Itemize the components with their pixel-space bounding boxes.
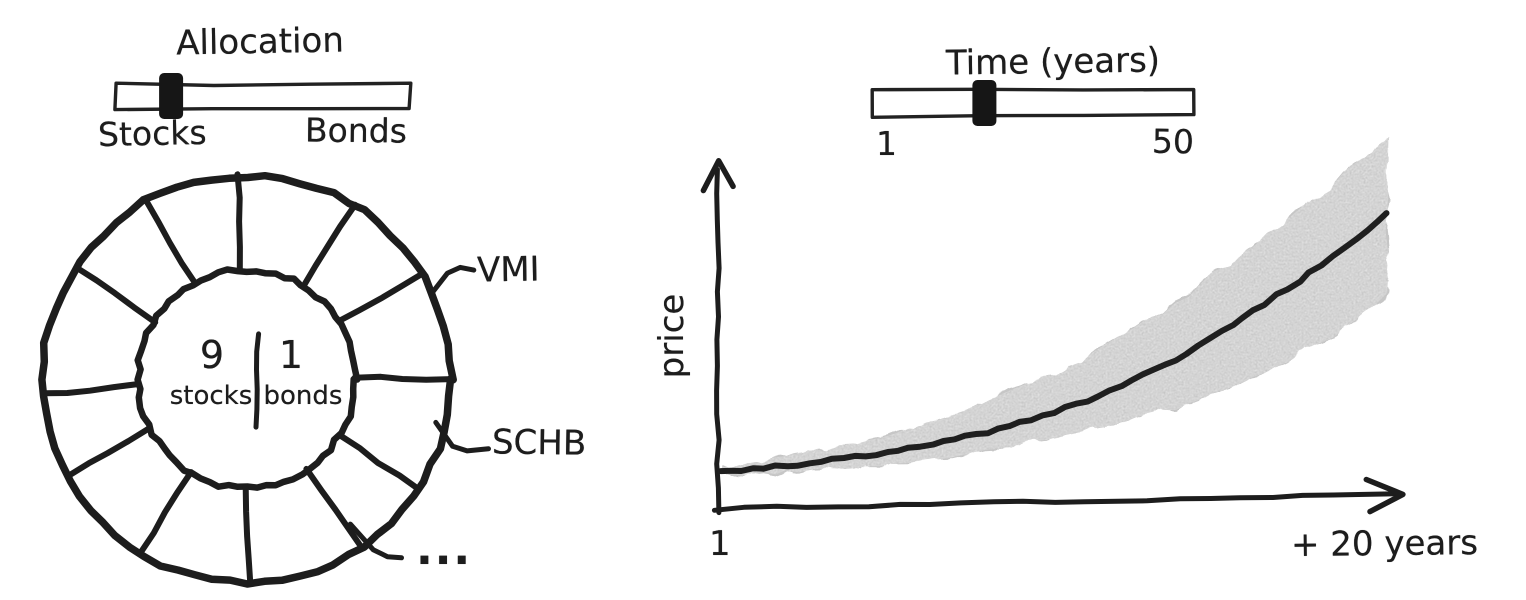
donut-spoke	[40, 381, 141, 397]
price-axis-arrow-icon	[700, 158, 736, 194]
donut-stocks-count: 9	[199, 333, 225, 377]
callout-vmi-label: VMI	[476, 249, 540, 291]
price-axis	[714, 167, 722, 516]
donut-spoke	[337, 432, 422, 493]
callout-leader-line	[433, 419, 491, 454]
donut-spoke	[137, 469, 195, 556]
time-axis	[711, 491, 1400, 513]
stocks-label: Stocks	[97, 112, 207, 155]
donut-spoke	[242, 484, 254, 585]
donut-inner-circle	[134, 266, 361, 491]
donut-spoke	[300, 201, 359, 290]
callout-more-label: ...	[416, 524, 473, 575]
price-axis-label: price	[652, 293, 692, 379]
time-slider-track[interactable]	[870, 87, 1196, 119]
donut-spoke	[234, 171, 243, 274]
donut-bonds-count: 1	[278, 333, 304, 377]
donut-bonds-caption: bonds	[263, 381, 343, 411]
price-chart-axes	[700, 158, 1406, 516]
allocation-title: Allocation	[175, 20, 345, 64]
x-end-label: + 20 years	[1290, 523, 1479, 565]
donut-spoke	[65, 425, 153, 479]
donut-spoke	[74, 265, 159, 326]
allocation-slider-thumb[interactable]	[159, 73, 184, 119]
band-grain-texture	[721, 136, 1390, 475]
donut-spoke	[143, 198, 199, 286]
donut-spoke	[335, 270, 426, 325]
x-origin-label: 1	[709, 524, 731, 564]
time-max-label: 50	[1151, 121, 1195, 162]
uncertainty-band	[721, 136, 1390, 475]
donut-spokes	[40, 171, 455, 585]
time-axis-arrow-icon	[1363, 476, 1406, 515]
price-curve	[717, 210, 1390, 475]
time-min-label: 1	[876, 124, 897, 163]
time-slider-thumb[interactable]	[972, 80, 997, 126]
donut-spoke	[303, 465, 365, 551]
bonds-label: Bonds	[304, 110, 408, 151]
callout-leader-line	[347, 521, 404, 561]
allocation-donut-chart	[38, 171, 491, 588]
donut-center-divider	[253, 331, 262, 430]
donut-stocks-caption: stocks	[169, 381, 253, 411]
donut-spoke	[351, 373, 455, 383]
allocation-slider-track[interactable]	[113, 81, 413, 112]
donut-callout-leaders	[347, 264, 491, 561]
callout-schb-label: SCHB	[491, 422, 587, 464]
time-title: Time (years)	[945, 40, 1161, 84]
callout-leader-line	[428, 264, 477, 297]
